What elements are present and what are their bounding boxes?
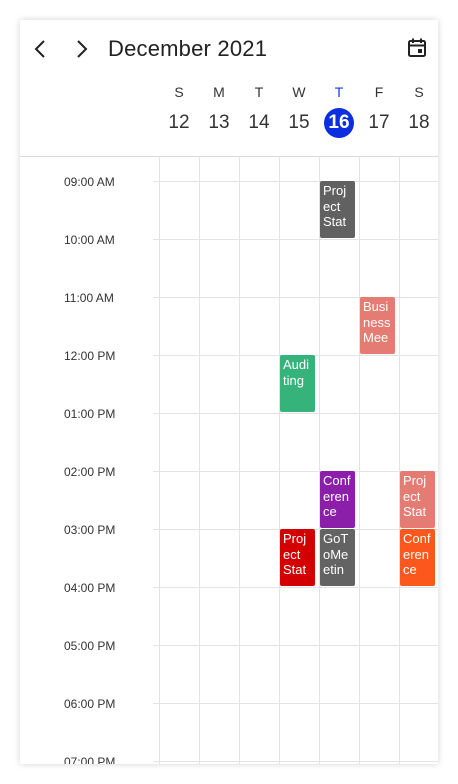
hour-line [153,239,438,240]
time-label: 12:00 PM [64,349,116,363]
time-label: 09:00 AM [64,175,115,189]
time-label: 10:00 AM [64,233,115,247]
appointment[interactable]: Project Stat [280,529,315,586]
day-name: W [292,84,306,100]
day-header-17[interactable]: F 17 [359,80,399,138]
time-label: 02:00 PM [64,465,116,479]
day-column-line [199,156,200,764]
day-header-12[interactable]: S 12 [159,80,199,138]
day-date: 14 [248,112,270,133]
appointment[interactable]: Business Mee [360,297,395,354]
hour-line [153,297,438,298]
hour-line [153,181,438,182]
appointment[interactable]: Auditing [280,355,315,412]
day-column-line [319,156,320,764]
day-date: 18 [408,112,430,133]
time-label: 05:00 PM [64,639,116,653]
chevron-left-icon [34,40,45,58]
hour-line [153,703,438,704]
scheduler: December 2021 S 12 M 13 T 14 W 15 T 16 F 17 S 18 09:0… [20,20,438,764]
time-label: 04:00 PM [64,581,116,595]
day-column-line [399,156,400,764]
day-header-16[interactable]: T 16 [319,80,359,138]
day-name: T [334,84,344,100]
day-date: 12 [168,112,190,133]
appointment[interactable]: Conference [400,529,435,586]
hour-line [153,413,438,414]
time-label: 11:00 AM [64,291,114,305]
day-name: F [374,84,384,100]
appointment[interactable]: Project Stat [320,181,355,238]
header-title[interactable]: December 2021 [108,36,268,61]
day-header-15[interactable]: W 15 [279,80,319,138]
appointment[interactable]: GoToMeetin [320,529,355,586]
time-label: 03:00 PM [64,523,116,537]
time-label: 07:00 PM [64,755,116,764]
time-grid: 09:00 AM 10:00 AM 11:00 AM 12:00 PM 01:00 PM… [20,156,438,764]
day-name: T [254,84,264,100]
hour-line [153,645,438,646]
day-name: S [414,84,424,100]
appointment[interactable]: Project Stat [400,471,435,528]
day-name: M [213,84,225,100]
calendar-button[interactable] [406,37,430,61]
day-header-14[interactable]: T 14 [239,80,279,138]
day-date: 13 [208,112,230,133]
next-button[interactable] [68,36,94,62]
calendar-icon [408,38,426,57]
time-label: 01:00 PM [64,407,116,421]
chevron-right-icon [77,40,88,58]
day-name: S [174,84,184,100]
hour-line [153,587,438,588]
hour-line [153,761,438,762]
day-column-line [279,156,280,764]
prev-button[interactable] [28,36,54,62]
scheduler-header: December 2021 [20,20,438,78]
today-date-badge: 16 [324,108,354,138]
day-column-line [239,156,240,764]
hour-line [153,471,438,472]
day-column-line [359,156,360,764]
time-label: 06:00 PM [64,697,116,711]
day-date: 17 [368,112,390,133]
day-column-line [159,156,160,764]
day-date: 15 [288,112,310,133]
appointment[interactable]: Conference [320,471,355,528]
week-days-header: S 12 M 13 T 14 W 15 T 16 F 17 S 18 [20,78,438,157]
day-header-18[interactable]: S 18 [399,80,438,138]
day-header-13[interactable]: M 13 [199,80,239,138]
